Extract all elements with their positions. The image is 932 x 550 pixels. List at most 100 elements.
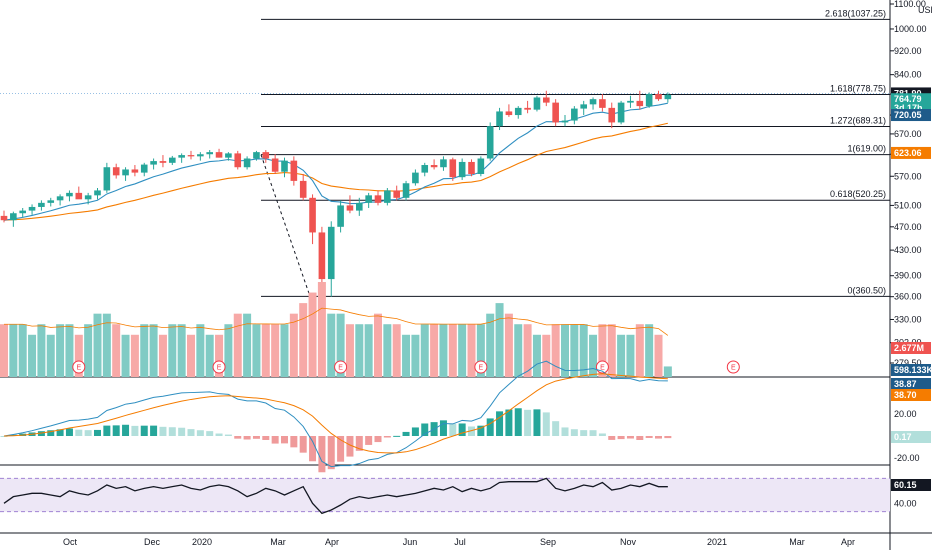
macd-pane [0,360,672,473]
candle-body [458,161,466,178]
ema-long-line [3,122,668,221]
volume-bar [74,334,83,377]
candle-body [374,195,382,203]
time-tick-label: Sep [540,537,556,547]
candle-body [327,226,335,280]
candle-body [533,97,541,110]
time-tick-label: Oct [63,537,78,547]
candle-body [599,99,606,108]
volume-bar [18,324,27,377]
price-tick-label: 840.00 [894,70,922,80]
candle-body [356,202,363,211]
earnings-marker-label: E [76,365,81,372]
time-tick-label: Dec [144,537,161,547]
macd-histogram-bar [56,429,64,436]
volume-bar [542,334,551,377]
volume-bar [561,324,569,377]
price-tick-label: 430.00 [894,245,922,255]
volume-bar [635,324,644,377]
volume-bar [336,313,345,377]
volume-bar [168,324,177,377]
candle-body [206,152,213,155]
time-axis[interactable]: Oct Dec 2020 Mar Apr Jun Jul Sep Nov 2021 Mar Apr [63,537,855,547]
candle-body [281,160,288,172]
macd-histogram-bar [318,436,326,473]
macd-histogram-bar [178,427,186,436]
volume-bar [439,324,448,377]
macd-histogram-bar [122,424,130,436]
candle-body [178,155,185,158]
volume-ma-line [4,307,669,336]
earnings-marker-label: E [731,365,736,372]
price-tag: 623.06 [894,148,922,158]
candle-body [617,102,625,123]
volume-bar [663,366,672,377]
price-tick-label: 360.00 [894,292,922,302]
fib-label: 0.618(520.25) [830,189,886,199]
volume-bar [215,334,224,377]
macd-histogram-bar [449,423,457,436]
candle-body [449,159,457,178]
volume-bar [289,313,298,377]
price-tag-bg [891,109,931,122]
volume-bar [177,324,186,377]
candle-body [131,169,139,173]
price-tick-label: 920.00 [894,46,922,56]
time-tick-label: Jun [403,537,418,547]
volume-bar [205,334,214,377]
candle-body [215,152,223,158]
candle-body [421,165,429,173]
macd-histogram-bar [281,436,288,444]
volume-bar [56,324,65,377]
volume-bar [551,324,560,377]
currency-label: USD [918,5,932,15]
volume-bar [224,324,233,377]
macd-signal-line [3,373,668,454]
macd-histogram-bar [65,428,73,436]
earnings-marker-label: E [217,365,222,372]
macd-histogram-bar [47,430,55,436]
time-tick-label: 2020 [192,537,212,547]
price-tick-label: 470.00 [894,222,922,232]
candle-body [524,107,531,110]
candle-body [290,160,298,181]
macd-histogram-bar [337,436,345,462]
volume-bar [345,324,354,377]
macd-histogram-bar [468,426,475,436]
macd-histogram-bar [645,436,653,438]
candle-body [28,206,36,211]
price-tag-bg [891,146,931,159]
macd-histogram-bar [383,436,391,438]
volume-bar [121,334,130,377]
candle-body [197,154,204,157]
volume-bar [130,334,139,377]
time-tick-label: Apr [841,537,855,547]
rsi-tag-bg [891,479,931,491]
candle-body [75,192,83,200]
volume-bar [383,324,392,377]
volume-bar [504,313,513,377]
candle-body [253,152,260,159]
volume-bar [233,313,242,377]
macd-histogram-bar [299,436,307,453]
macd-histogram-bar [365,436,373,445]
macd-histogram-bar [140,425,148,436]
macd-histogram-bar [168,427,176,436]
macd-histogram-bar [589,430,597,436]
volume-bar [37,324,46,377]
fib-label: 1.272(689.31) [830,115,886,125]
volume-bar [589,334,598,377]
candle-body [262,152,270,159]
candle-body [589,99,597,105]
candle-body [477,158,485,174]
candle-body [10,213,17,221]
macd-histogram-bar [290,436,298,448]
rsi-band [0,478,890,512]
macd-histogram-bar [542,412,550,436]
candle-body [580,104,587,109]
volume-bar [261,324,270,377]
candle-body [47,200,55,203]
time-tick-label: Mar [789,537,805,547]
price-tick-label: 390.00 [894,271,922,281]
